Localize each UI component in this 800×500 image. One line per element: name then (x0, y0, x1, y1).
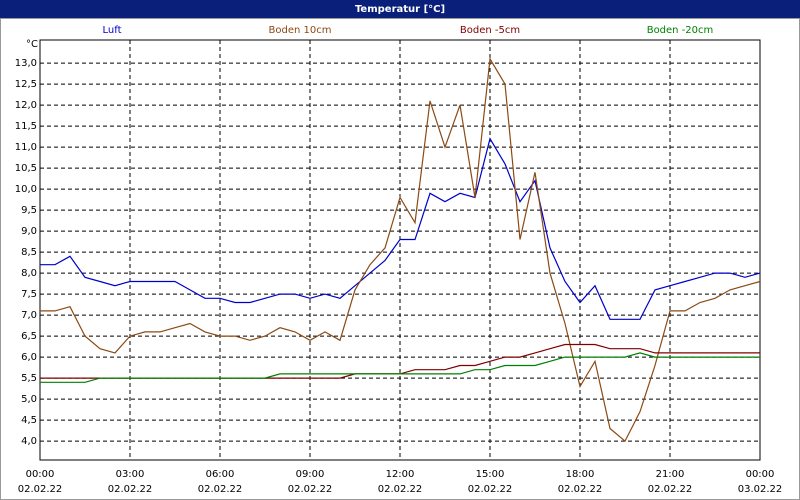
x-tick-date: 02.02.22 (108, 484, 153, 495)
x-tick-label: 15:00 (476, 469, 505, 480)
legend-label: Boden 10cm (269, 25, 332, 36)
legend-label: Boden -20cm (647, 25, 714, 36)
x-tick-label: 06:00 (206, 469, 235, 480)
series-line (40, 137, 761, 320)
y-tick-label: 6,0 (21, 352, 37, 363)
y-tick-label: 12,5 (15, 79, 37, 90)
y-tick-label: 6,5 (21, 331, 37, 342)
y-tick-label: 7,5 (21, 289, 37, 300)
x-tick-date: 02.02.22 (18, 484, 63, 495)
x-tick-label: 21:00 (656, 469, 685, 480)
legend-label: Boden -5cm (460, 25, 520, 36)
x-tick-date: 02.02.22 (648, 484, 693, 495)
chart-title: Temperatur [°C] (355, 4, 445, 15)
y-tick-label: 4,0 (21, 436, 37, 447)
y-tick-label: 5,0 (21, 394, 37, 405)
y-tick-label: 7,0 (21, 310, 37, 321)
x-tick-label: 03:00 (116, 469, 145, 480)
y-tick-label: 12,0 (15, 100, 37, 111)
y-tick-label: 5,5 (21, 373, 37, 384)
y-tick-label: 11,5 (15, 121, 37, 132)
y-axis-label: °C (26, 39, 38, 50)
x-tick-date: 02.02.22 (288, 484, 333, 495)
x-tick-label: 09:00 (296, 469, 325, 480)
x-tick-date: 02.02.22 (378, 484, 423, 495)
x-tick-label: 00:00 (26, 469, 55, 480)
y-tick-label: 13,0 (15, 58, 37, 69)
title-bar (0, 0, 800, 18)
y-tick-label: 10,0 (15, 184, 37, 195)
x-tick-date: 02.02.22 (468, 484, 513, 495)
x-tick-label: 00:00 (746, 469, 775, 480)
y-tick-label: 8,5 (21, 247, 37, 258)
y-tick-label: 9,0 (21, 226, 37, 237)
y-tick-label: 11,0 (15, 142, 37, 153)
y-tick-label: 8,0 (21, 268, 37, 279)
y-tick-label: 4,5 (21, 415, 37, 426)
x-tick-date: 02.02.22 (558, 484, 603, 495)
x-tick-label: 12:00 (386, 469, 415, 480)
legend-label: Luft (103, 25, 122, 36)
y-tick-label: 9,5 (21, 205, 37, 216)
y-tick-label: 10,5 (15, 163, 37, 174)
x-tick-date: 03.02.22 (738, 484, 783, 495)
x-tick-date: 02.02.22 (198, 484, 243, 495)
series-line (40, 352, 760, 383)
series-line (40, 57, 761, 443)
x-tick-label: 18:00 (566, 469, 595, 480)
